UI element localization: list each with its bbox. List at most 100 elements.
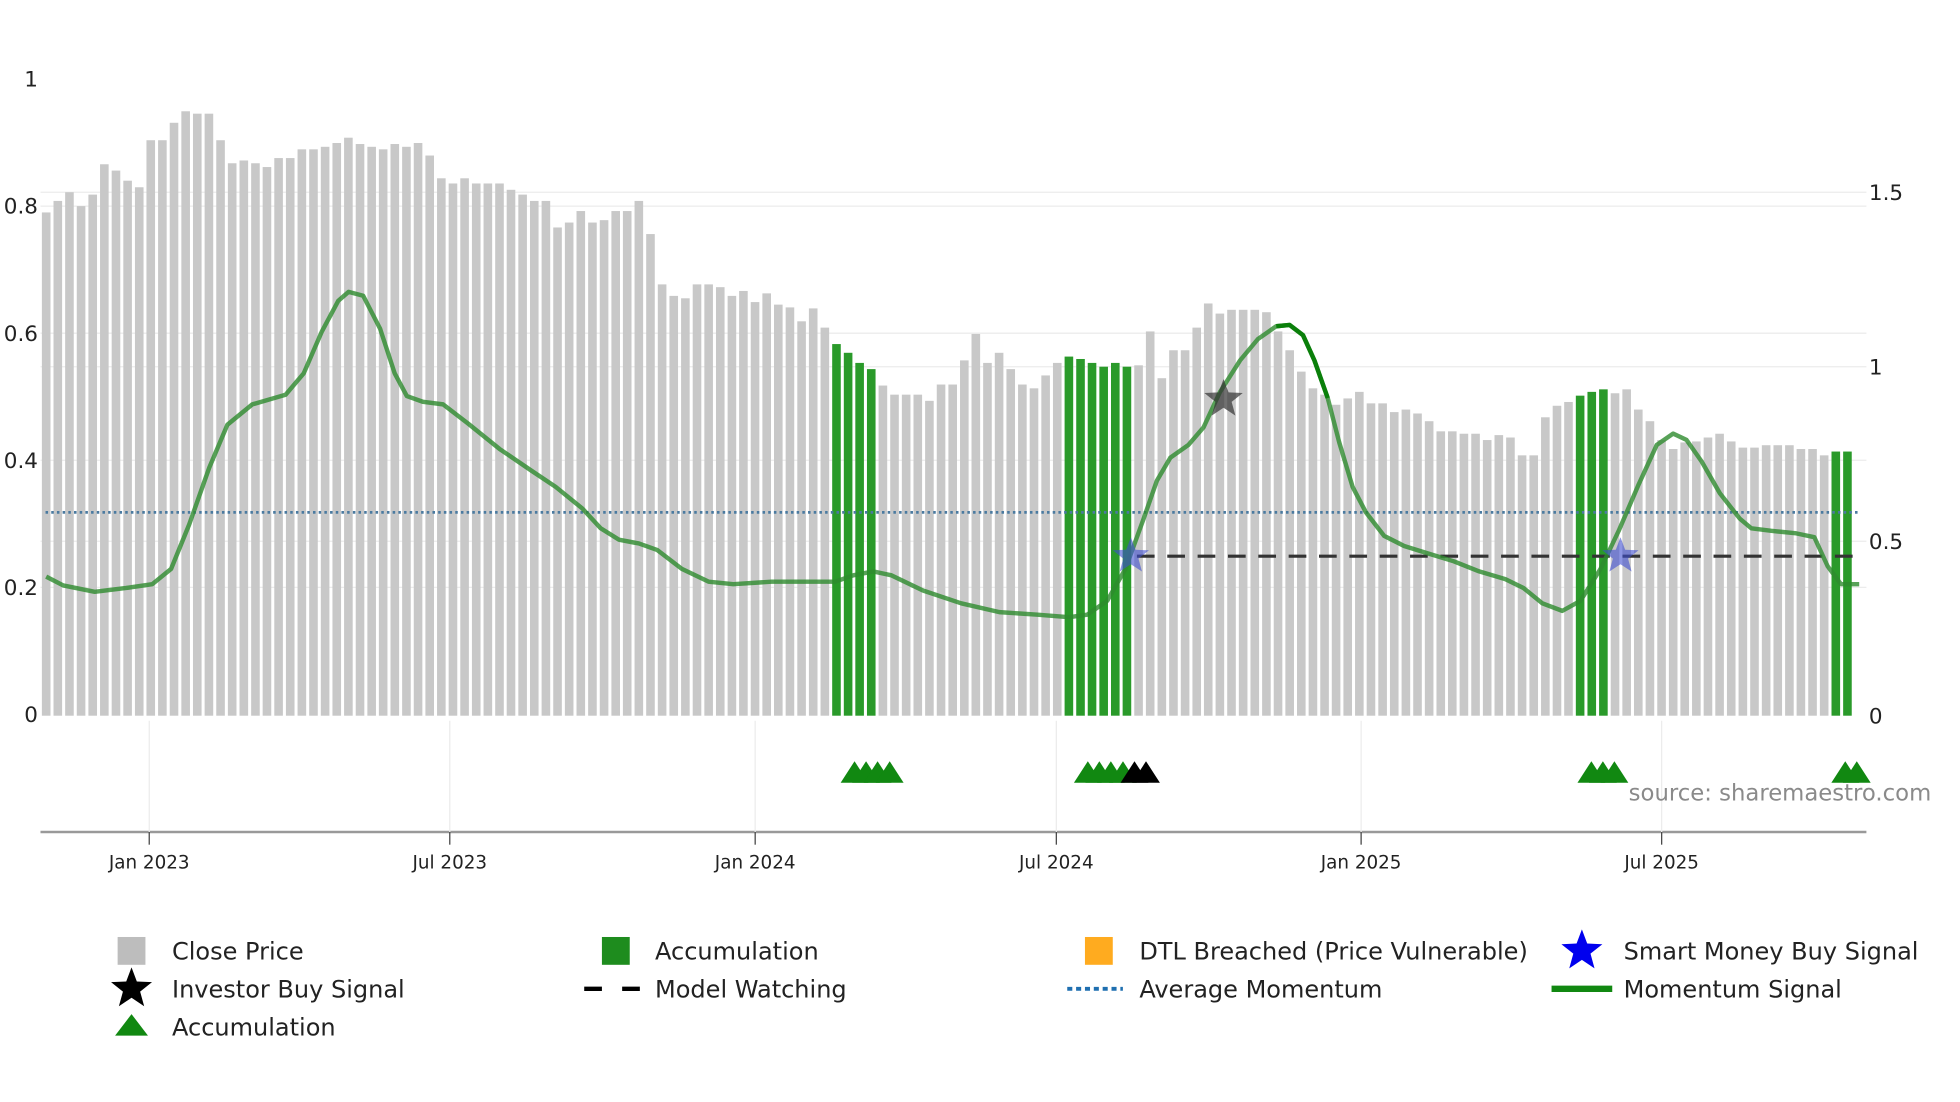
close-price-bar: [332, 143, 342, 716]
close-price-bar: [169, 122, 179, 716]
close-price-bar: [1366, 403, 1376, 716]
close-price-bar: [1145, 331, 1155, 716]
close-price-bar: [1192, 327, 1202, 716]
legend-item: Average Momentum: [1067, 976, 1382, 1004]
close-price-bar: [158, 140, 167, 716]
signal-markers: [840, 379, 1871, 783]
close-price-bar: [1645, 421, 1655, 716]
close-price-bar: [1552, 405, 1562, 716]
legend-label: Smart Money Buy Signal: [1624, 938, 1919, 966]
legend-triangle-icon: [115, 1014, 148, 1036]
close-price-bar: [483, 183, 493, 716]
legend: Close Price Accumulation DTL Breached (Pri…: [111, 929, 1919, 1042]
close-price-bar: [460, 178, 469, 716]
close-price-bar: [1389, 412, 1399, 716]
close-price-bar: [1750, 447, 1759, 716]
close-price-bar: [983, 362, 992, 716]
left-axis-tick-label: 1: [24, 68, 38, 93]
close-price-bar: [622, 211, 632, 716]
close-price-bar: [53, 200, 63, 716]
close-price-bar: [739, 290, 748, 716]
close-price-bar: [750, 302, 760, 716]
close-price-bar: [1285, 350, 1294, 716]
close-price-bar: [344, 137, 353, 716]
signal-lines: [45, 289, 1860, 620]
close-price-bar: [355, 144, 365, 716]
close-price-bar: [227, 163, 237, 716]
legend-label: Average Momentum: [1139, 976, 1382, 1004]
legend-label: Accumulation: [655, 938, 819, 966]
right-axis-tick-label: 0.5: [1869, 530, 1903, 555]
legend-square-icon: [601, 936, 630, 965]
close-price-bar: [727, 295, 737, 716]
close-price-bar: [529, 200, 539, 716]
accumulation-bar: [1831, 451, 1841, 716]
close-price-bar: [1029, 388, 1039, 716]
left-axis-tick-label: 0.4: [4, 449, 38, 474]
close-price-bar: [541, 200, 551, 716]
accumulation-bar: [1122, 366, 1132, 716]
close-price-bar: [1703, 437, 1713, 716]
accumulation-triangle-icon: [1600, 761, 1629, 783]
close-price-bar: [378, 149, 388, 716]
legend-label: Close Price: [172, 938, 304, 966]
close-price-bar: [1343, 398, 1353, 716]
close-price-bar: [65, 192, 74, 716]
close-price-bar: [1424, 421, 1434, 716]
source-label: source: sharemaestro.com: [1629, 780, 1932, 806]
close-price-bar: [448, 183, 458, 716]
close-price-bar: [76, 206, 86, 716]
close-price-bar: [297, 149, 307, 716]
x-axis-tick-label: Jul 2024: [1018, 853, 1094, 874]
close-price-bar: [1668, 449, 1678, 716]
left-axis-tick-label: 0: [24, 703, 38, 728]
close-price-bar: [1692, 441, 1701, 716]
close-price-bar: [1541, 417, 1550, 716]
close-price-bar: [564, 222, 574, 716]
close-price-bar: [936, 384, 946, 716]
legend-item: Accumulation: [601, 936, 819, 966]
close-price-bar: [948, 384, 957, 716]
momentum-signal-highlight: [1276, 322, 1330, 399]
investor-triangle-icon: [1132, 761, 1160, 783]
close-price-bar: [413, 143, 423, 716]
close-price-bar: [611, 211, 621, 716]
close-price-bar: [425, 155, 434, 716]
close-price-bar: [657, 284, 667, 716]
right-axis-tick-label: 1: [1869, 355, 1883, 380]
close-price-bar: [797, 321, 806, 716]
close-price-bar: [111, 170, 121, 716]
close-price-bar: [553, 227, 562, 716]
close-price-bar: [1715, 433, 1724, 716]
close-price-bar: [599, 220, 609, 716]
legend-label: Investor Buy Signal: [172, 976, 405, 1004]
close-price-bar: [1413, 413, 1422, 716]
close-price-bar: [785, 307, 795, 716]
close-price-bar: [367, 146, 376, 716]
right-axis-tick-label: 1.5: [1869, 181, 1903, 206]
close-price-bar: [1297, 371, 1306, 716]
close-price-bar: [994, 352, 1004, 716]
close-price-bar: [669, 295, 679, 716]
legend-label: Model Watching: [655, 976, 847, 1004]
legend-item: Momentum Signal: [1551, 976, 1842, 1004]
left-y-axis: 0 0.2 0.4 0.6 0.8 1: [4, 68, 38, 728]
close-price-bar: [1785, 445, 1794, 716]
close-price-bar: [681, 298, 690, 716]
legend-square-icon: [117, 936, 146, 965]
close-price-bar: [1401, 409, 1411, 716]
close-price-bar: [960, 360, 969, 716]
close-price-bar: [1052, 362, 1062, 716]
accumulation-bar: [1087, 362, 1097, 716]
accumulation-bar: [1587, 391, 1597, 716]
close-price-bar: [1808, 449, 1817, 716]
legend-square-icon: [1084, 936, 1113, 965]
legend-label: Accumulation: [172, 1014, 336, 1042]
legend-item: DTL Breached (Price Vulnerable): [1084, 936, 1528, 966]
close-price-bar: [506, 189, 516, 716]
close-price-bar: [588, 222, 597, 716]
close-price-bar: [1529, 455, 1539, 716]
close-price-bar: [390, 144, 400, 716]
close-price-bar: [1738, 447, 1748, 716]
x-axis-tick-label: Jan 2023: [108, 853, 190, 874]
